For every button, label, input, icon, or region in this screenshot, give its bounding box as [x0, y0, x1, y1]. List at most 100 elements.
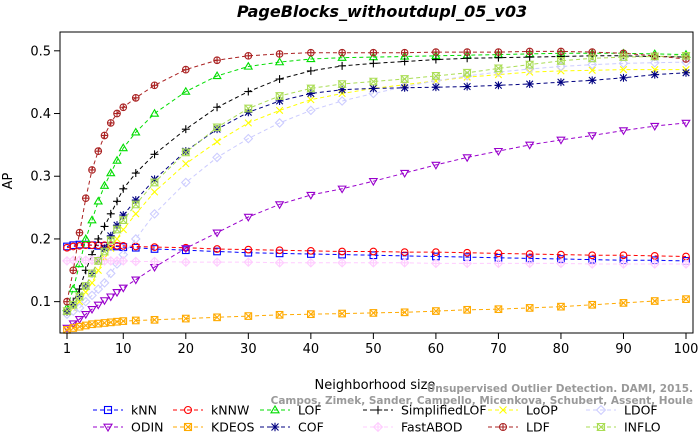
x-tick-label: 30 — [240, 342, 257, 357]
data-point-lof — [99, 180, 110, 189]
legend-item-knnw: kNNW — [173, 403, 249, 418]
data-point-fastabod — [118, 255, 129, 266]
data-point-ldof — [587, 59, 598, 70]
data-point-cof — [556, 78, 565, 87]
data-point-lof — [74, 259, 85, 268]
data-point-loop — [307, 96, 315, 104]
data-point-lof — [131, 127, 141, 136]
data-point-simplifiedlof — [119, 184, 128, 193]
data-point-cof — [463, 82, 472, 91]
data-point-odin — [368, 178, 379, 187]
x-tick-label: 10 — [115, 342, 132, 357]
data-point-kdeos — [400, 308, 409, 317]
data-point-knnw — [369, 247, 378, 256]
data-point-odin — [462, 154, 472, 163]
data-point-simplifiedlof — [131, 169, 140, 178]
data-point-inflo — [525, 60, 535, 69]
data-point-cof — [131, 196, 140, 205]
legend-label: LoOP — [526, 403, 558, 418]
series-fastabod — [62, 255, 691, 269]
data-point-ldof — [180, 177, 191, 188]
data-point-ldf — [113, 109, 121, 118]
x-axis-label: Neighborhood size — [315, 378, 436, 393]
legend-marker — [103, 405, 113, 415]
x-tick-label: 50 — [365, 342, 382, 357]
data-point-simplifiedlof — [431, 55, 440, 64]
legend-label: LOF — [298, 403, 322, 418]
data-point-cof — [181, 147, 190, 156]
data-point-kdeos — [682, 295, 690, 303]
data-point-odin — [131, 276, 141, 285]
legend-label: COF — [298, 420, 324, 434]
y-tick-label: 0.2 — [30, 232, 51, 247]
data-point-kdeos — [213, 313, 221, 322]
data-point-odin — [74, 316, 85, 325]
series-odin — [62, 119, 691, 333]
data-point-odin — [181, 245, 191, 254]
data-point-inflo — [181, 148, 191, 157]
data-point-cof — [119, 211, 128, 220]
data-point-inflo — [400, 75, 410, 83]
data-point-ldof — [99, 277, 110, 288]
data-point-odin — [399, 169, 410, 178]
data-point-ldof — [130, 234, 141, 244]
data-point-ldof — [105, 268, 116, 279]
data-point-loop — [94, 266, 102, 274]
data-point-lof — [306, 54, 316, 63]
data-point-ldof — [87, 290, 97, 301]
data-point-lof — [337, 52, 347, 61]
series-kdeos — [63, 295, 690, 334]
data-point-ldf — [106, 119, 115, 127]
data-point-cof — [369, 84, 378, 93]
data-point-ldf — [94, 147, 103, 155]
data-point-fastabod — [649, 259, 660, 269]
plot-frame — [59, 31, 694, 334]
legend-marker — [498, 422, 508, 432]
data-point-inflo — [618, 53, 629, 61]
data-point-simplifiedlof — [275, 75, 284, 83]
y-axis-label: AP — [1, 172, 16, 189]
data-point-loop — [119, 225, 127, 234]
data-point-cof — [106, 231, 115, 240]
data-point-lof — [87, 215, 97, 224]
data-point-kdeos — [432, 307, 440, 315]
legend-marker — [499, 406, 507, 414]
y-tick-label: 0.4 — [30, 107, 51, 122]
data-point-ldf — [525, 47, 534, 56]
data-point-ldf — [150, 81, 159, 90]
data-point-fastabod — [149, 256, 160, 267]
data-point-simplifiedlof — [400, 57, 409, 66]
data-point-ldof — [274, 118, 285, 128]
data-point-loop — [213, 138, 221, 146]
data-point-fastabod — [274, 257, 285, 268]
series-cof — [63, 68, 690, 316]
data-point-fastabod — [212, 257, 222, 268]
data-point-loop — [82, 288, 90, 296]
chart-title: PageBlocks_withoutdupl_05_v03 — [237, 2, 527, 21]
data-point-kdeos — [338, 309, 346, 318]
data-point-simplifiedlof — [150, 150, 159, 159]
series-ldf — [63, 47, 690, 306]
data-point-lof — [93, 196, 104, 205]
data-point-knn — [244, 248, 253, 257]
data-point-ldf — [75, 228, 84, 237]
series-line-ldf — [66, 50, 687, 302]
data-point-odin — [87, 305, 97, 315]
series-line-odin — [66, 122, 687, 329]
legend-label: INFLO — [624, 420, 661, 434]
data-point-knnw — [213, 245, 221, 253]
data-point-knnw — [244, 245, 253, 254]
data-point-ldf — [81, 194, 90, 203]
data-point-ldof — [149, 208, 160, 219]
legend-label: kNN — [131, 403, 157, 418]
data-point-kdeos — [525, 304, 534, 312]
series-line-ldof — [66, 61, 687, 315]
data-point-cof — [275, 97, 284, 105]
series-inflo — [62, 51, 691, 315]
data-point-ldf — [63, 297, 71, 306]
data-point-ldof — [368, 88, 379, 99]
data-point-odin — [431, 161, 441, 170]
data-point-lof — [149, 108, 160, 117]
legend-marker — [183, 405, 193, 415]
